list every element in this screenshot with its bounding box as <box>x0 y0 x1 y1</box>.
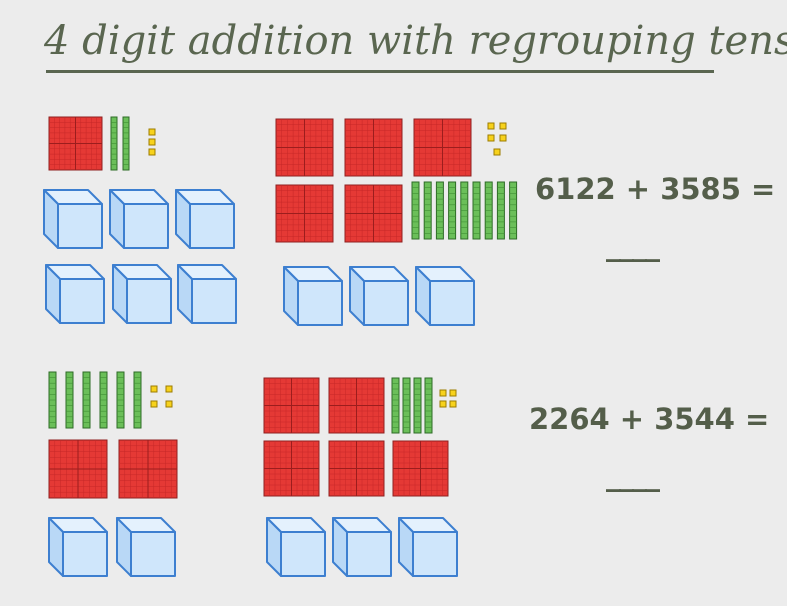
tens-rod <box>413 377 422 434</box>
hundreds-flat <box>275 184 334 243</box>
thousands-cube <box>332 517 392 577</box>
hundreds-flat <box>118 439 178 499</box>
ones-unit <box>499 122 507 130</box>
hundreds-flat <box>328 440 385 497</box>
hundreds-flat <box>48 116 103 171</box>
problem-2-equation: 2264 + 3544 = <box>529 402 770 436</box>
hundreds-flat <box>344 118 403 177</box>
tens-rod <box>110 116 118 171</box>
tens-rod <box>460 181 469 240</box>
ones-unit <box>493 148 501 156</box>
problem-1-equation: 6122 + 3585 = <box>535 172 776 206</box>
number-2-blocks <box>275 118 518 326</box>
hundreds-flat <box>392 440 449 497</box>
hundreds-flat <box>48 439 108 499</box>
tens-rod <box>509 181 518 240</box>
hundreds-flat <box>275 118 334 177</box>
tens-rod <box>424 377 433 434</box>
problem-1-answer-blank: ____ <box>606 228 660 263</box>
number-1-blocks <box>43 116 237 324</box>
tens-rod <box>133 371 142 429</box>
tens-rod <box>65 371 74 429</box>
ones-unit <box>148 138 156 146</box>
tens-rod <box>472 181 481 240</box>
thousands-cube <box>398 517 458 577</box>
tens-rod <box>402 377 411 434</box>
title-underline <box>46 70 714 73</box>
ones-unit <box>449 400 457 408</box>
ones-unit <box>487 122 495 130</box>
thousands-cube <box>43 189 103 249</box>
ones-unit <box>165 400 173 408</box>
thousands-cube <box>266 517 326 577</box>
ones-unit <box>148 148 156 156</box>
tens-rod <box>496 181 505 240</box>
number-4-blocks <box>263 377 458 577</box>
ones-unit <box>165 385 173 393</box>
tens-rod <box>423 181 432 240</box>
thousands-cube <box>349 266 409 326</box>
tens-rod <box>122 116 130 171</box>
thousands-cube <box>112 264 172 324</box>
ones-unit <box>150 385 158 393</box>
problem-2-answer-blank: ____ <box>606 458 660 493</box>
ones-unit <box>148 128 156 136</box>
ones-unit <box>439 400 447 408</box>
tens-rod <box>411 181 420 240</box>
ones-unit <box>487 134 495 142</box>
ones-unit <box>499 134 507 142</box>
tens-rod <box>435 181 444 240</box>
thousands-cube <box>48 517 108 577</box>
hundreds-flat <box>263 377 320 434</box>
hundreds-flat <box>413 118 472 177</box>
tens-rod <box>99 371 108 429</box>
tens-rod <box>116 371 125 429</box>
ones-unit <box>449 389 457 397</box>
ones-unit <box>150 400 158 408</box>
ones-unit <box>439 389 447 397</box>
tens-rod <box>391 377 400 434</box>
thousands-cube <box>175 189 235 249</box>
hundreds-flat <box>328 377 385 434</box>
tens-rod <box>48 371 57 429</box>
tens-rod <box>484 181 493 240</box>
thousands-cube <box>109 189 169 249</box>
thousands-cube <box>45 264 105 324</box>
thousands-cube <box>283 266 343 326</box>
tens-rod <box>82 371 91 429</box>
thousands-cube <box>415 266 475 326</box>
hundreds-flat <box>263 440 320 497</box>
tens-rod <box>448 181 457 240</box>
thousands-cube <box>177 264 237 324</box>
page-title: 4 digit addition with regrouping tens <box>44 18 787 64</box>
hundreds-flat <box>344 184 403 243</box>
thousands-cube <box>116 517 176 577</box>
number-3-blocks <box>48 371 178 577</box>
